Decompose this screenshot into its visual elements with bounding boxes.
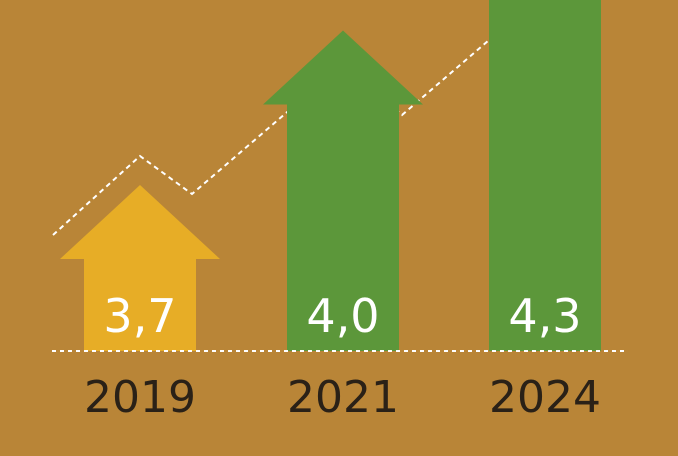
year-label-2019: 2019 [84,372,196,423]
value-label-2019: 3,7 [103,289,176,343]
value-label-2024: 4,3 [508,289,581,343]
year-label-2024: 2024 [489,372,601,423]
bar-arrow-2024 [489,0,601,351]
bar-arrow-2021 [263,30,423,351]
value-label-2021: 4,0 [306,289,379,343]
year-label-2021: 2021 [287,372,399,423]
bar-arrow-2019 [60,185,220,351]
